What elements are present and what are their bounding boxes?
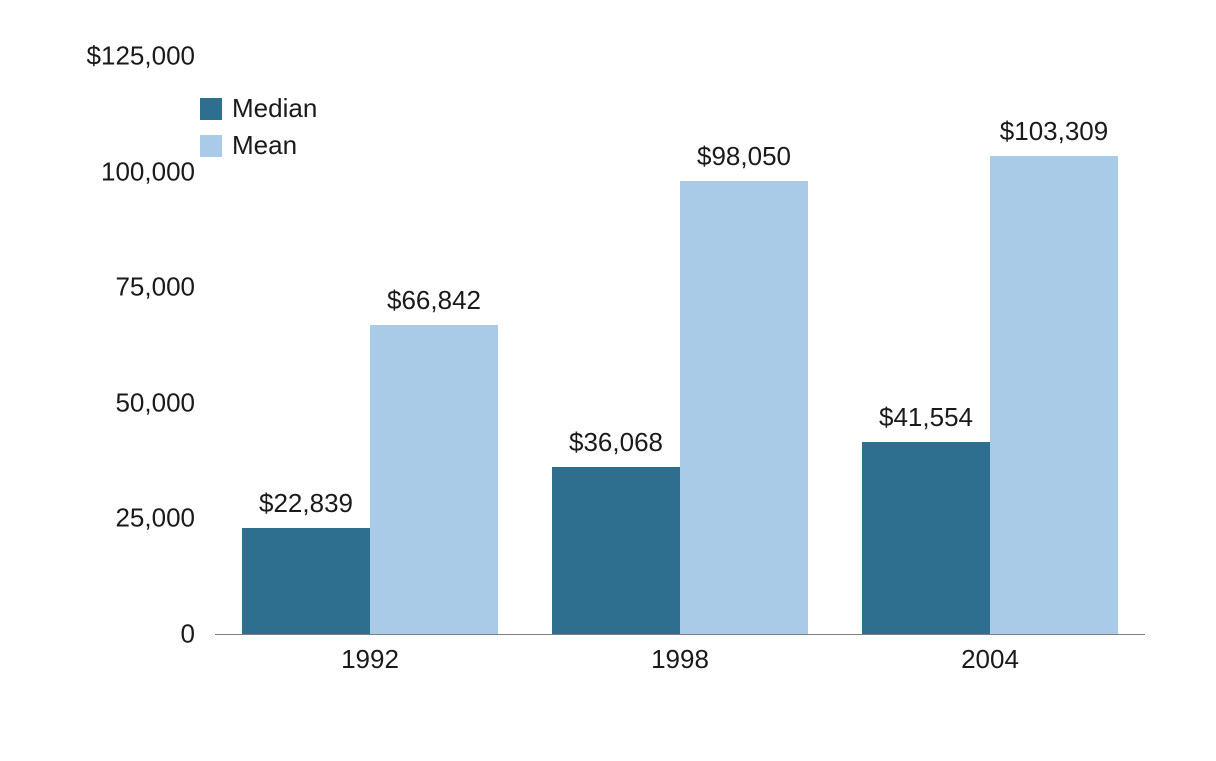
legend-item: Median [200, 93, 317, 124]
bar [242, 528, 370, 634]
bar-chart: Median Mean 0 25,000 50,000 75,000 100,000 $12… [0, 0, 1216, 761]
bar-value-label: $36,068 [569, 427, 663, 458]
legend-label: Median [232, 93, 317, 124]
y-axis-tick-label: 0 [0, 619, 195, 650]
y-axis-tick-label: 25,000 [0, 503, 195, 534]
bar-value-label: $41,554 [879, 402, 973, 433]
bar [552, 467, 680, 634]
x-axis-tick-label: 1992 [341, 644, 399, 675]
legend-label: Mean [232, 130, 297, 161]
bar-value-label: $103,309 [1000, 116, 1108, 147]
y-axis-tick-label: 75,000 [0, 272, 195, 303]
legend-swatch [200, 135, 222, 157]
legend-swatch [200, 98, 222, 120]
bar [862, 442, 990, 634]
y-axis-tick-label: 50,000 [0, 387, 195, 418]
y-axis-tick-label: 100,000 [0, 156, 195, 187]
x-axis-tick-label: 2004 [961, 644, 1019, 675]
bar [990, 156, 1118, 634]
legend: Median Mean [200, 93, 317, 161]
bar-value-label: $22,839 [259, 488, 353, 519]
bar [680, 181, 808, 634]
x-axis-tick-label: 1998 [651, 644, 709, 675]
y-axis-tick-label: $125,000 [0, 41, 195, 72]
legend-item: Mean [200, 130, 317, 161]
bar-value-label: $66,842 [387, 285, 481, 316]
bar-value-label: $98,050 [697, 141, 791, 172]
bar [370, 325, 498, 634]
